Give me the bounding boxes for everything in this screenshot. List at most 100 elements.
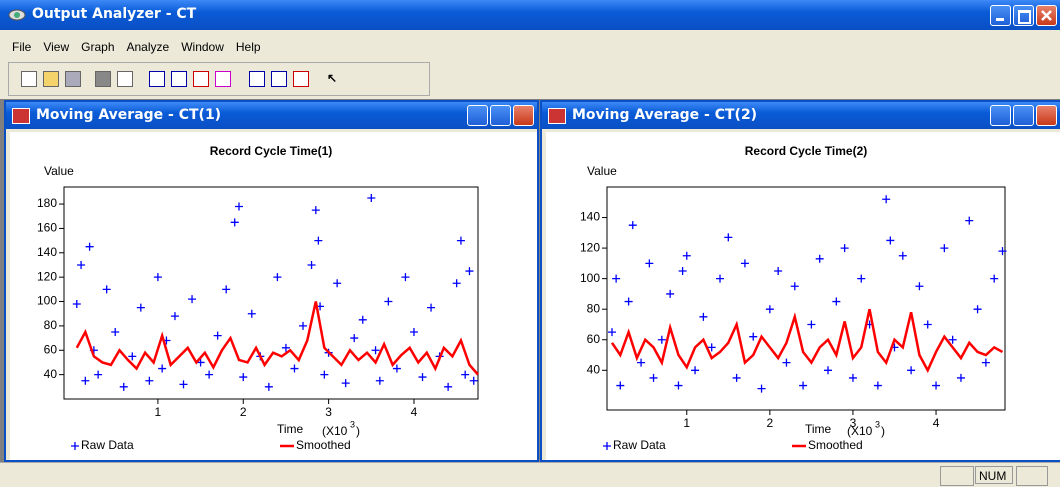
- tool-open[interactable]: [43, 71, 59, 87]
- legend-label: Smoothed: [296, 438, 351, 452]
- status-panel: [1016, 466, 1048, 486]
- status-panel: [940, 466, 974, 486]
- raw-data-point: [607, 328, 616, 337]
- raw-data-point: [102, 285, 111, 294]
- y-tick-label: 100: [37, 294, 57, 308]
- status-bar: NUM: [0, 462, 1060, 487]
- maximize-button[interactable]: [1013, 105, 1034, 126]
- toolbar: ↖: [8, 62, 430, 96]
- tool-new[interactable]: [21, 71, 37, 87]
- minimize-button[interactable]: [467, 105, 488, 126]
- raw-data-point: [956, 373, 965, 382]
- raw-data-point: [799, 381, 808, 390]
- raw-data-point: [136, 303, 145, 312]
- raw-data-point: [128, 352, 137, 361]
- x-axis-label: Time: [805, 422, 832, 436]
- raw-data-point: [815, 254, 824, 263]
- raw-data-point: [840, 244, 849, 253]
- raw-data-point: [111, 327, 120, 336]
- y-tick-label: 180: [37, 196, 57, 210]
- raw-data-point: [873, 381, 882, 390]
- minimize-button[interactable]: [990, 105, 1011, 126]
- raw-data-point: [452, 279, 461, 288]
- tool-histogram[interactable]: [249, 71, 265, 87]
- raw-data-point: [444, 382, 453, 391]
- menu-item[interactable]: Window: [181, 40, 224, 54]
- smoothed-line: [610, 308, 1004, 374]
- raw-data-point: [341, 379, 350, 388]
- raw-data-point: [732, 373, 741, 382]
- maximize-button[interactable]: [490, 105, 511, 126]
- legend-label: Raw Data: [81, 438, 134, 452]
- raw-data-point: [179, 380, 188, 389]
- raw-data-point: [170, 312, 179, 321]
- raw-data-point: [657, 335, 666, 344]
- raw-data-point: [707, 343, 716, 352]
- tool-line-chart[interactable]: [171, 71, 187, 87]
- raw-data-point: [624, 297, 633, 306]
- x-tick-label: 2: [240, 405, 247, 419]
- raw-data-point: [637, 358, 646, 367]
- raw-data-point: [824, 366, 833, 375]
- raw-data-point: [724, 233, 733, 242]
- legend-symbol: [71, 442, 79, 450]
- close-button[interactable]: [1036, 5, 1057, 26]
- close-button[interactable]: [513, 105, 534, 126]
- raw-data-point: [898, 251, 907, 260]
- x-tick-label: 2: [767, 416, 774, 430]
- raw-data-point: [990, 274, 999, 283]
- tool-compare[interactable]: [293, 71, 309, 87]
- menu-item[interactable]: View: [43, 40, 70, 54]
- raw-data-point: [461, 370, 470, 379]
- menu-item[interactable]: Graph: [81, 40, 115, 54]
- y-tick-label: 80: [44, 318, 58, 332]
- x-tick-label: 1: [683, 416, 690, 430]
- raw-data-point: [965, 216, 974, 225]
- y-axis-label: Value: [44, 164, 74, 178]
- tool-help[interactable]: ↖: [327, 71, 338, 85]
- raw-data-point: [790, 282, 799, 291]
- raw-data-point: [981, 358, 990, 367]
- menu-item[interactable]: File: [12, 40, 32, 54]
- child-title: Moving Average - CT(2): [572, 107, 758, 123]
- tool-interval[interactable]: [271, 71, 287, 87]
- plot-frame: [63, 186, 479, 400]
- child-title: Moving Average - CT(1): [36, 107, 222, 123]
- menu-item[interactable]: Help: [235, 40, 261, 54]
- tool-print[interactable]: [95, 71, 111, 87]
- raw-data-point: [774, 267, 783, 276]
- raw-data-point: [153, 273, 162, 282]
- y-tick-label: 80: [587, 301, 601, 315]
- raw-data-point: [678, 267, 687, 276]
- tool-xy-chart[interactable]: [215, 71, 231, 87]
- minimize-button[interactable]: [990, 5, 1011, 26]
- raw-data-point: [145, 376, 154, 385]
- close-button[interactable]: [1036, 105, 1057, 126]
- raw-data-point: [948, 335, 957, 344]
- menu-item[interactable]: Analyze: [126, 40, 170, 54]
- raw-data-point: [81, 376, 90, 385]
- tool-preview[interactable]: [117, 71, 133, 87]
- child-icon: [12, 108, 30, 124]
- raw-data-point: [247, 309, 256, 318]
- maximize-button[interactable]: [1013, 5, 1034, 26]
- tool-area-chart[interactable]: [193, 71, 209, 87]
- x-tick-label: 3: [325, 405, 332, 419]
- x-tick-label: 4: [411, 405, 418, 419]
- menu-bar: File View Graph Analyze Window Help: [12, 40, 273, 54]
- tool-bar-chart[interactable]: [149, 71, 165, 87]
- child-window: Moving Average - CT(2) Record Cycle Time…: [540, 100, 1060, 462]
- child-window: Moving Average - CT(1) Record Cycle Time…: [4, 100, 539, 462]
- raw-data-point: [299, 321, 308, 330]
- raw-data-point: [886, 236, 895, 245]
- raw-data-point: [682, 251, 691, 260]
- tool-save[interactable]: [65, 71, 81, 87]
- title-bar: Output Analyzer - CT: [0, 0, 1060, 30]
- raw-data-point: [230, 218, 239, 227]
- smoothed-line: [75, 301, 479, 376]
- y-tick-label: 60: [587, 332, 601, 346]
- raw-data-point: [320, 370, 329, 379]
- y-tick-label: 100: [580, 271, 600, 285]
- raw-data-point: [915, 282, 924, 291]
- raw-data-point: [857, 274, 866, 283]
